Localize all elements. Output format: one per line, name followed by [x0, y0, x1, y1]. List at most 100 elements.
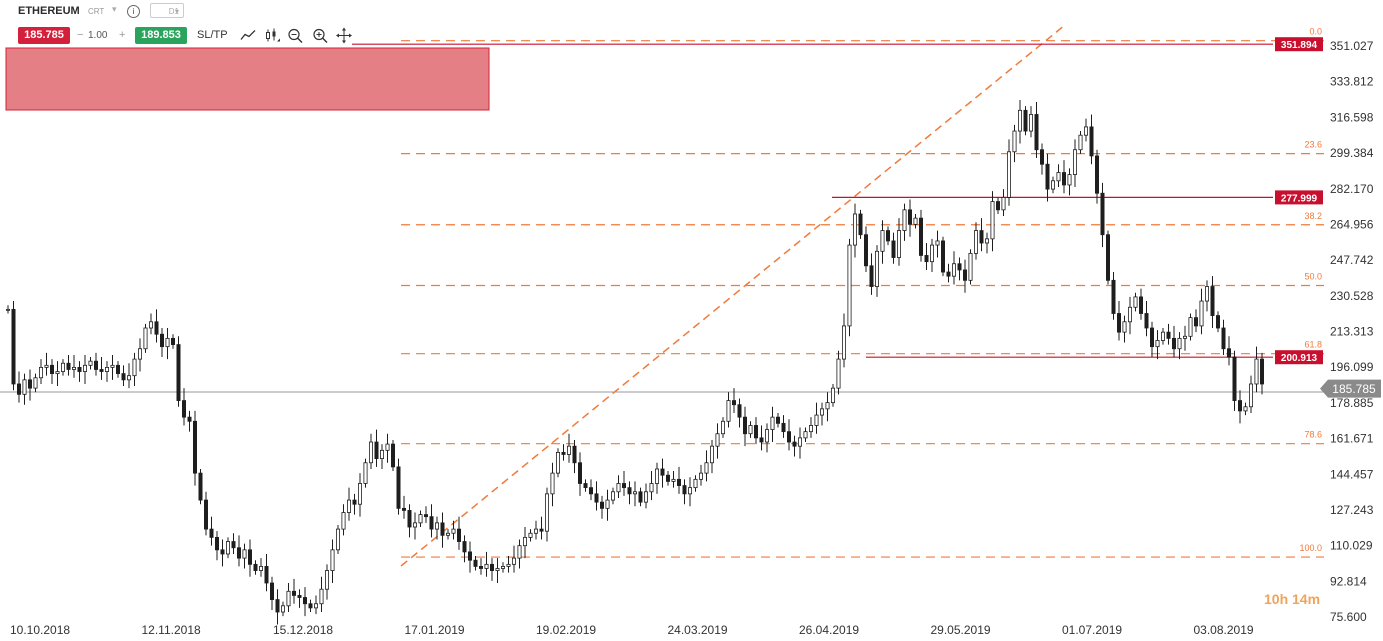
buy-button[interactable]: 189.853 — [135, 27, 187, 44]
candle-body — [1243, 406, 1248, 412]
candle-body — [765, 429, 770, 443]
candle-body — [545, 493, 550, 532]
candle-body — [324, 570, 329, 590]
candle-body — [368, 441, 373, 464]
candle-body — [302, 597, 307, 605]
candle-body — [605, 499, 610, 509]
line-tool-icon[interactable] — [240, 27, 256, 44]
candle-body — [677, 478, 682, 486]
candle-body — [891, 240, 896, 258]
candle-body — [308, 603, 313, 609]
candle-body — [600, 501, 605, 509]
minus-icon[interactable]: − — [77, 29, 84, 41]
candle-body — [869, 265, 874, 287]
candles-icon[interactable] — [264, 27, 280, 44]
candle-body — [1089, 126, 1094, 157]
candle-body — [1183, 335, 1188, 339]
candle-body — [61, 362, 66, 372]
candle-body — [715, 433, 720, 447]
y-tick-label: 230.528 — [1330, 289, 1374, 303]
y-tick-label: 316.598 — [1330, 110, 1374, 124]
quantity-input[interactable]: 1.00 — [88, 30, 108, 41]
candle-body — [357, 483, 362, 505]
candle-body — [1073, 149, 1078, 175]
candle-body — [1227, 348, 1232, 358]
y-tick-label: 299.384 — [1330, 146, 1374, 160]
instrument-symbol[interactable]: ETHEREUM — [18, 5, 80, 17]
candle-body — [33, 377, 38, 389]
candle-body — [754, 425, 759, 439]
candle-body — [346, 499, 351, 513]
candle-body — [462, 541, 467, 553]
candle-body — [1018, 109, 1023, 132]
candle-body — [660, 468, 665, 476]
sell-button[interactable]: 185.785 — [18, 27, 70, 44]
timer-hours: 10h — [1264, 591, 1289, 607]
candle-body — [412, 522, 417, 528]
candle-body — [1221, 327, 1226, 350]
candle-body — [363, 462, 368, 484]
candle-body — [710, 445, 715, 464]
info-icon[interactable]: i — [127, 5, 140, 18]
candle-body — [968, 252, 973, 281]
candle-body — [974, 230, 979, 254]
candle-body — [737, 404, 742, 418]
candle-body — [528, 532, 533, 538]
candle-body — [1067, 174, 1072, 186]
candle-body — [809, 425, 814, 433]
candle-body — [94, 360, 99, 370]
candle-body — [176, 344, 181, 401]
candle-body — [275, 599, 280, 613]
y-tick-label: 75.600 — [1330, 610, 1367, 624]
candle-body — [798, 437, 803, 447]
level-price-label: 200.913 — [1281, 353, 1318, 364]
candle-body — [1216, 315, 1221, 329]
candle-body — [50, 364, 55, 375]
candle-body — [550, 472, 555, 495]
candle-body — [935, 240, 940, 246]
current-price-label: 185.785 — [1332, 382, 1376, 396]
candle-body — [352, 499, 357, 505]
candle-body — [924, 255, 929, 263]
zoom-out-icon[interactable] — [287, 27, 303, 44]
candle-body — [291, 590, 296, 596]
candle-body — [583, 483, 588, 489]
candle-body — [1012, 130, 1017, 153]
candle-body — [429, 516, 434, 530]
candle-body — [1029, 114, 1034, 132]
candle-body — [963, 269, 968, 281]
fib-level-label: 78.6 — [1304, 430, 1322, 440]
candle-body — [451, 528, 456, 534]
candle-body — [644, 491, 649, 503]
candle-body — [572, 445, 577, 464]
candle-body — [726, 400, 731, 422]
candle-body — [1040, 149, 1045, 165]
candle-body — [374, 441, 379, 460]
candle-body — [682, 485, 687, 495]
candle-body — [831, 387, 836, 404]
zoom-in-icon[interactable] — [312, 27, 328, 44]
timeframe-select[interactable]: D1 ▾ — [150, 3, 184, 18]
candle-body — [594, 493, 599, 503]
candle-body — [297, 595, 302, 598]
candle-body — [534, 528, 539, 534]
candle-body — [154, 321, 159, 335]
candle-body — [225, 541, 230, 555]
candle-body — [1199, 300, 1204, 327]
y-tick-label: 110.029 — [1330, 539, 1373, 553]
candle-body — [77, 366, 82, 372]
candle-body — [1232, 356, 1237, 401]
candle-body — [776, 416, 781, 424]
candle-body — [897, 230, 902, 258]
candle-body — [489, 563, 494, 571]
chevron-down-icon[interactable]: ▾ — [112, 4, 117, 14]
level-price-label: 277.999 — [1281, 193, 1318, 204]
plus-icon[interactable]: + — [119, 29, 126, 41]
candle-body — [627, 487, 632, 495]
candle-body — [6, 308, 11, 311]
candle-body — [1106, 234, 1111, 281]
crosshair-icon[interactable] — [336, 27, 352, 44]
sltp-button[interactable]: SL/TP — [197, 29, 228, 41]
candle-body — [666, 474, 671, 482]
